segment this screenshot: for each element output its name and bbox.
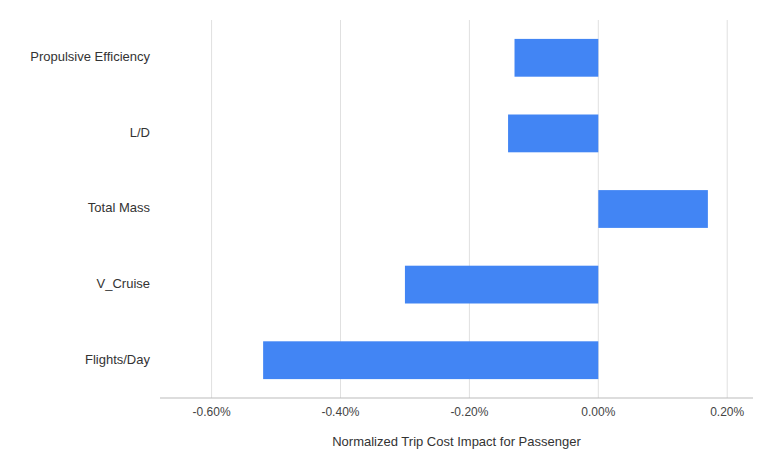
y-tick-label: V_Cruise (97, 276, 150, 291)
x-tick-label: 0.00% (581, 405, 615, 419)
y-tick-label: L/D (130, 125, 150, 140)
chart: -0.60% -0.40% -0.20% 0.00% 0.20% Propulsive E… (0, 0, 783, 468)
chart-container: -0.60% -0.40% -0.20% 0.00% 0.20% Propulsive E… (0, 0, 783, 468)
x-axis-line (160, 398, 753, 399)
x-axis-label: Normalized Trip Cost Impact for Passenge… (332, 434, 581, 449)
grid-line (727, 20, 728, 398)
grid (212, 20, 728, 398)
bars (263, 39, 708, 379)
x-tick-label: 0.20% (710, 405, 744, 419)
y-tick-label: Flights/Day (85, 352, 151, 367)
x-tick-label: -0.60% (193, 405, 231, 419)
y-tick-label: Propulsive Efficiency (30, 49, 150, 64)
bar (508, 115, 598, 153)
x-tick-label: -0.40% (321, 405, 359, 419)
grid-line (211, 20, 212, 398)
bar (405, 266, 598, 304)
x-tick-label: -0.20% (450, 405, 488, 419)
bar (598, 190, 708, 228)
bar (515, 39, 599, 77)
y-tick-label: Total Mass (88, 200, 151, 215)
bar (263, 341, 598, 379)
